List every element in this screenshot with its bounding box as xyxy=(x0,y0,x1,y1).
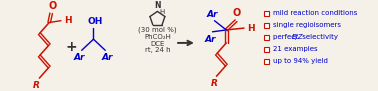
Text: +: + xyxy=(65,40,77,54)
Text: Ar: Ar xyxy=(101,53,113,62)
Text: 21 examples: 21 examples xyxy=(273,46,317,52)
Text: selectivity: selectivity xyxy=(300,34,338,40)
Bar xyxy=(264,47,269,52)
Text: OH: OH xyxy=(88,17,103,26)
Text: Ar: Ar xyxy=(205,35,216,44)
Text: N: N xyxy=(154,1,161,10)
Text: mild reaction conditions: mild reaction conditions xyxy=(273,10,357,16)
Bar xyxy=(264,59,269,64)
Text: single regioisomers: single regioisomers xyxy=(273,22,341,28)
Text: O: O xyxy=(233,8,241,18)
Text: Ar: Ar xyxy=(207,10,218,19)
Text: R: R xyxy=(33,81,40,90)
Text: (30 mol %): (30 mol %) xyxy=(138,27,177,33)
Text: H: H xyxy=(247,24,254,33)
Text: rt, 24 h: rt, 24 h xyxy=(145,47,170,53)
Bar xyxy=(264,23,269,28)
Text: E/Z: E/Z xyxy=(292,34,303,40)
Bar xyxy=(264,35,269,40)
Text: H: H xyxy=(64,16,71,25)
Text: DCE: DCE xyxy=(150,41,164,47)
Text: PhCO₂H: PhCO₂H xyxy=(144,34,171,40)
Text: Ar: Ar xyxy=(74,53,85,62)
Text: perfect: perfect xyxy=(273,34,300,40)
Text: O: O xyxy=(48,1,56,11)
Text: up to 94% yield: up to 94% yield xyxy=(273,58,327,64)
Text: R: R xyxy=(211,79,218,88)
Bar xyxy=(264,11,269,16)
Text: H: H xyxy=(160,9,165,15)
